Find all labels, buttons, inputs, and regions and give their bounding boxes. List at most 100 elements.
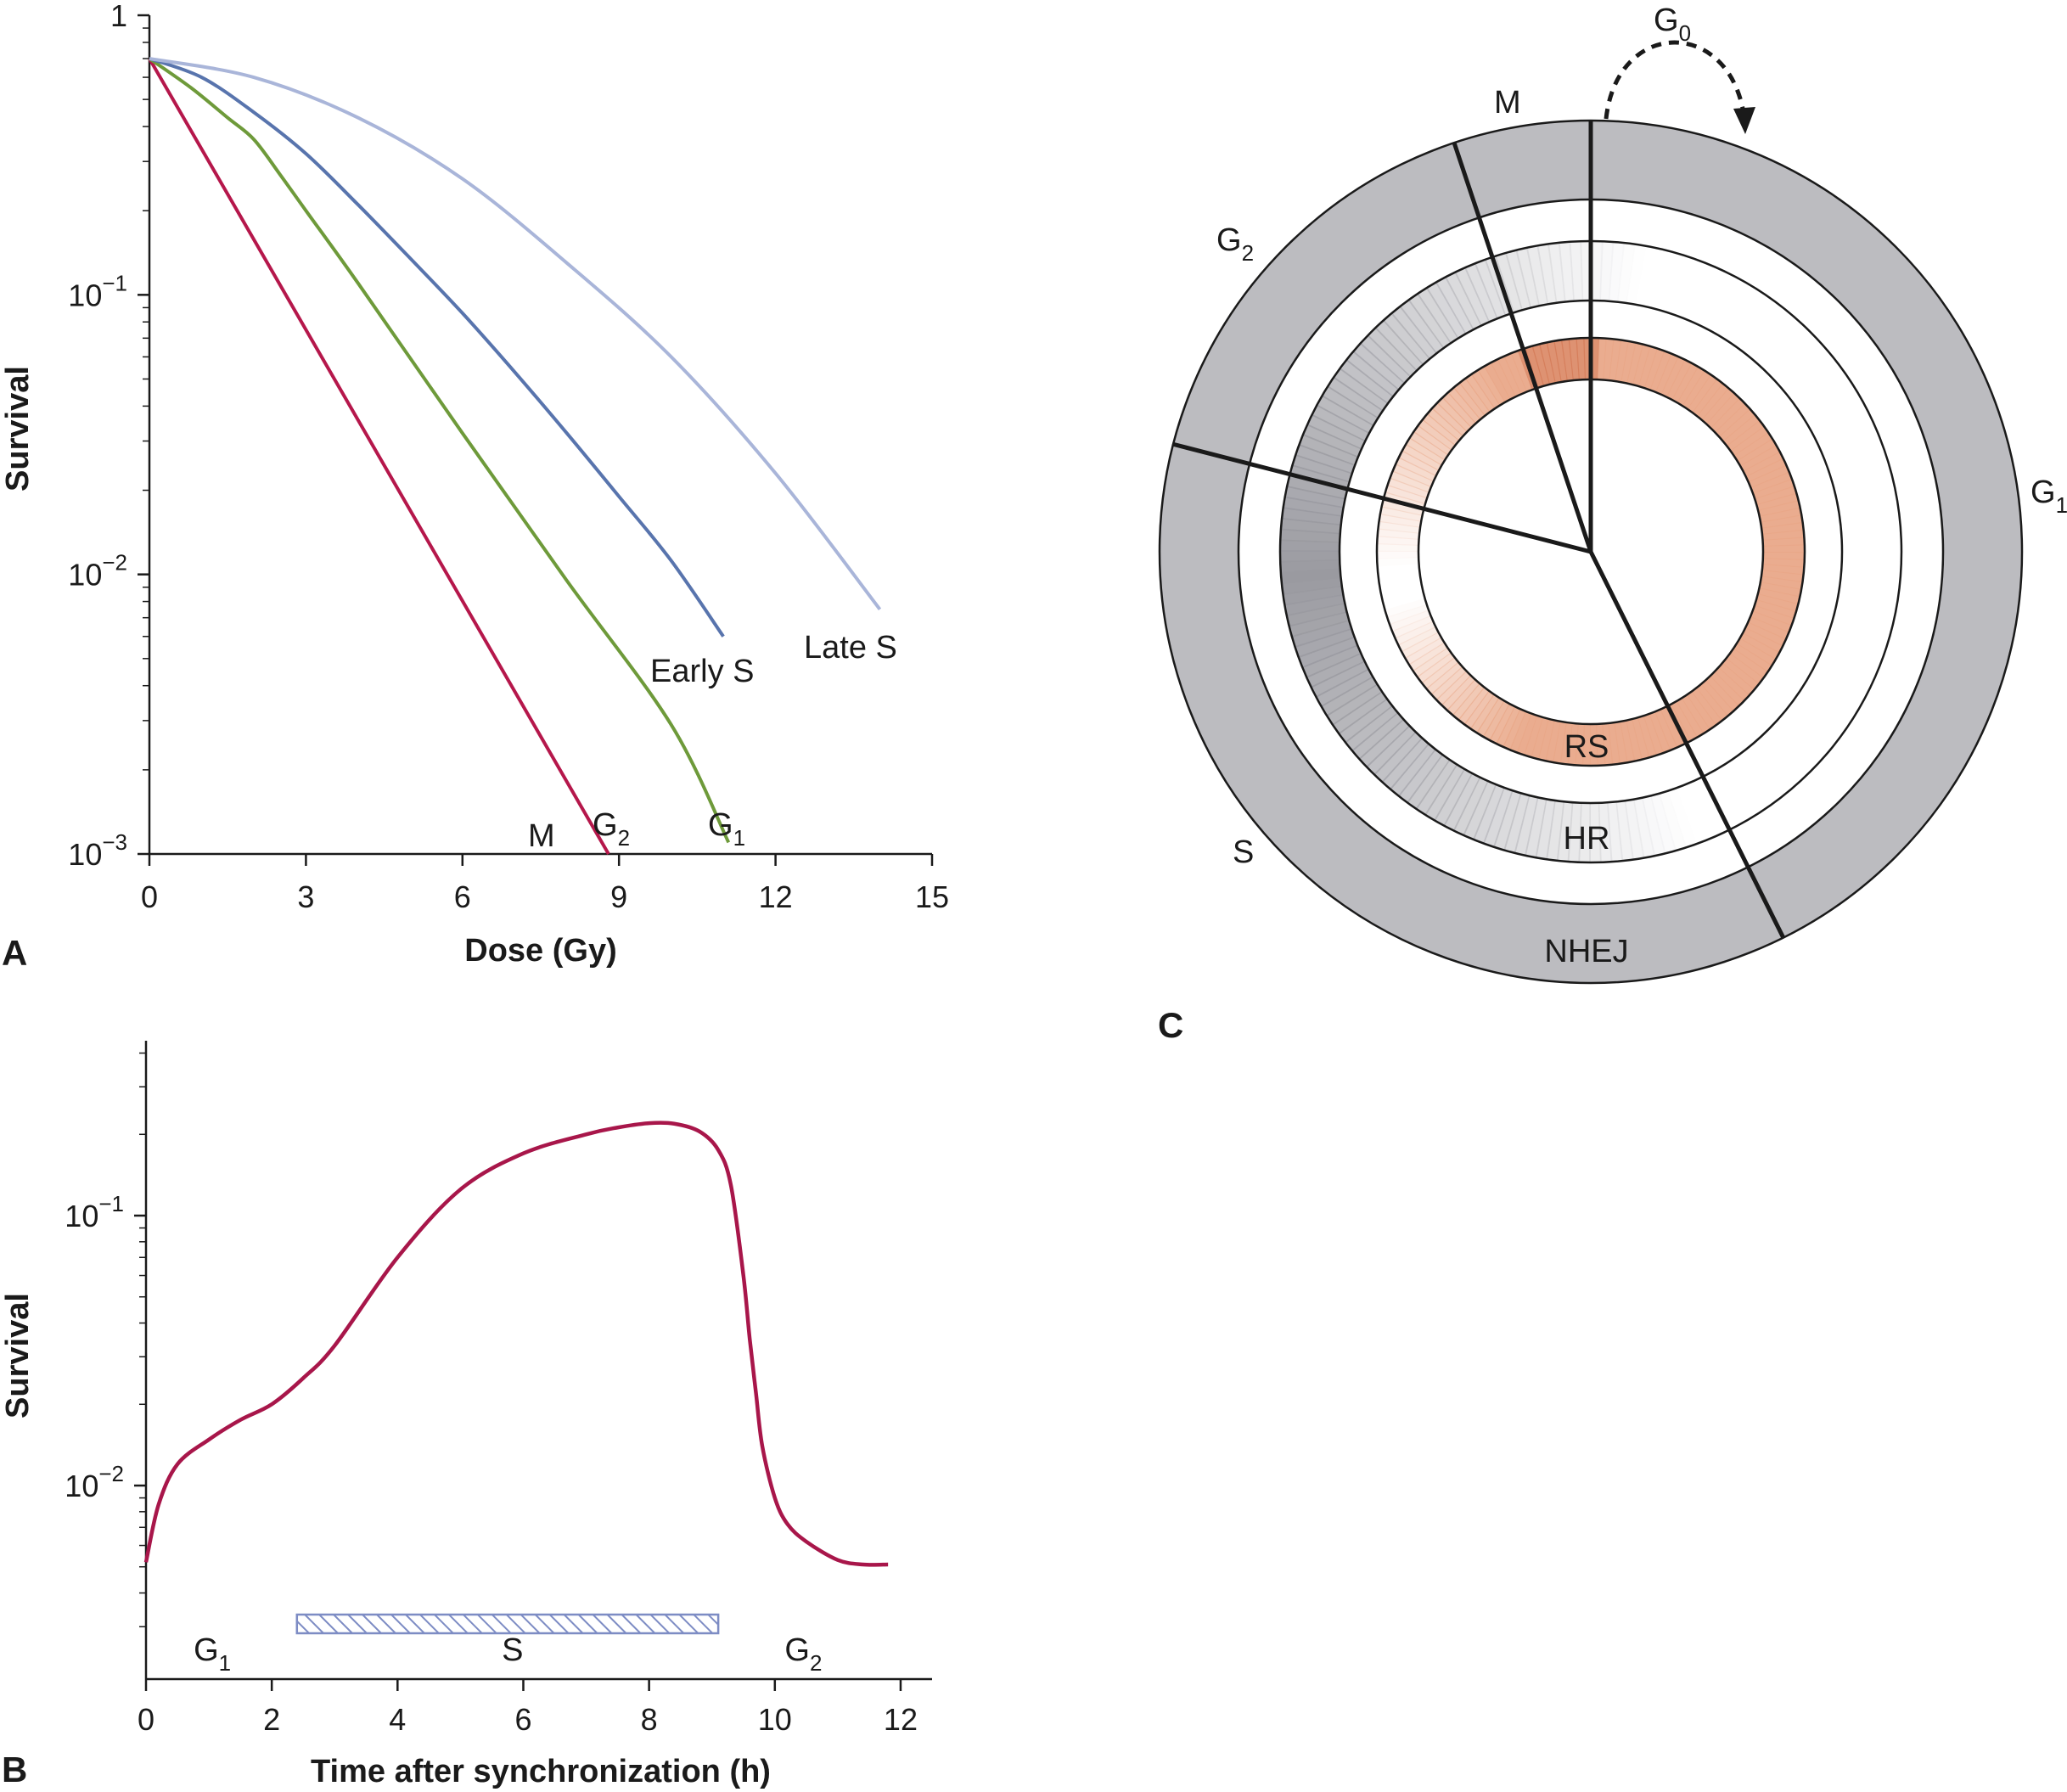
ring-segment: [1418, 419, 1456, 451]
ring-segment: [1545, 720, 1561, 763]
ring-segment: [1705, 392, 1741, 429]
ring-segment: [1531, 716, 1549, 760]
y-axis-label-b: Survival: [0, 1293, 36, 1418]
ring-segment: [1386, 604, 1429, 626]
ring-segment: [1405, 437, 1446, 466]
ring-segment: [1397, 626, 1439, 653]
curve-label-g1: G1: [708, 807, 745, 851]
ring-segment: [1493, 790, 1522, 851]
x-tick-label-b: 12: [884, 1702, 918, 1737]
ring-segment: [1497, 356, 1522, 397]
ring-segment: [1620, 340, 1637, 384]
ring-segment: [1436, 396, 1472, 432]
ring-segment: [1598, 802, 1613, 862]
phase-label-s: S: [1233, 834, 1254, 870]
ring-segment: [1374, 319, 1424, 372]
ring-segment: [1358, 718, 1411, 768]
ring-label-nhej: NHEJ: [1544, 934, 1628, 969]
ring-segment: [1434, 768, 1474, 827]
ring-segment: [1752, 604, 1795, 626]
ring-segment: [1385, 484, 1428, 505]
ring-segment: [1390, 306, 1437, 360]
ring-segment: [1756, 492, 1799, 511]
ring-segment: [1283, 585, 1344, 606]
panel-c: G0 M G2 G1 S NHEJ HR RS C: [1158, 3, 2067, 1045]
ring-segment: [1705, 676, 1740, 712]
x-tick-label-a: 15: [915, 879, 949, 914]
ring-segment: [1284, 593, 1345, 617]
ring-segment: [1607, 801, 1624, 862]
ring-segment: [1474, 259, 1507, 319]
ring-segment: [1760, 576, 1803, 591]
curve-label-late-s: Late S: [804, 630, 897, 666]
ring-segment: [1332, 691, 1388, 735]
ring-segment: [1722, 414, 1761, 447]
ring-segment: [1718, 408, 1755, 442]
y-tick-label-b: 10−2: [65, 1461, 124, 1503]
ring-segment: [1322, 385, 1379, 426]
ring-segment: [1665, 359, 1693, 401]
rs-ring: [1377, 338, 1805, 767]
ring-segment: [1567, 722, 1579, 766]
ring-segment: [1733, 432, 1773, 462]
phase-label-g0: G0: [1654, 3, 1691, 46]
ring-segment: [1407, 293, 1452, 349]
ring-segment: [1715, 402, 1751, 437]
ring-segment: [1435, 276, 1474, 334]
ring-segment: [1757, 500, 1800, 517]
ring-segment: [1677, 366, 1705, 407]
ring-segment: [1535, 799, 1556, 860]
ring-segment: [1377, 528, 1420, 540]
ring-segment: [1762, 544, 1805, 553]
ring-segment: [1473, 784, 1505, 844]
ring-segment: [1718, 662, 1755, 696]
hr-ring: [1280, 240, 1677, 862]
ring-segment: [1692, 379, 1724, 417]
ring-segment: [1417, 652, 1456, 684]
ring-segment: [1426, 661, 1463, 695]
panel-label-a: A: [2, 933, 27, 973]
ring-segment: [1373, 731, 1423, 783]
ring-segment: [1345, 705, 1399, 752]
ring-segment: [1280, 559, 1340, 574]
ring-segment: [1338, 698, 1393, 744]
ring-segment: [1691, 687, 1723, 726]
ring-segment: [1537, 718, 1555, 761]
x-tick-label-a: 6: [454, 879, 471, 914]
ring-segment: [1471, 369, 1501, 409]
ring-segment: [1632, 717, 1650, 760]
ring-segment: [1454, 267, 1491, 326]
ring-segment: [1525, 345, 1545, 388]
ring-segment: [1377, 536, 1419, 546]
x-ticks-a: 0 3 6 9 12 15: [141, 854, 949, 914]
ring-segment: [1431, 402, 1468, 437]
ring-segment: [1558, 241, 1575, 302]
ring-segment: [1484, 362, 1511, 403]
ring-segment: [1736, 638, 1777, 666]
ring-segment: [1642, 795, 1666, 857]
ring-segment: [1282, 507, 1343, 526]
ring-segment: [1682, 370, 1712, 410]
x-tick-label-b: 0: [138, 1702, 154, 1737]
ring-segment: [1603, 338, 1615, 381]
ring-segment: [1696, 383, 1729, 421]
ring-segment: [1367, 327, 1418, 378]
ring-segment: [1453, 382, 1486, 420]
ring-segment: [1591, 241, 1604, 301]
phase-labels-b: G1 S G2: [194, 1632, 822, 1676]
panel-label-b: B: [2, 1750, 27, 1789]
ring-segment: [1409, 430, 1449, 461]
s-phase-hatched-bar: [295, 1613, 720, 1635]
ring-segment: [1333, 368, 1389, 412]
ring-segment: [1351, 712, 1405, 760]
ring-segment: [1671, 362, 1699, 403]
ring-segment: [1377, 542, 1419, 552]
ring-segment: [1569, 241, 1584, 301]
y-tick-label-b: 10−1: [65, 1191, 124, 1233]
ring-segment: [1311, 660, 1369, 698]
ring-segment: [1321, 676, 1378, 716]
ring-segment: [1415, 759, 1458, 816]
ring-segment: [1301, 644, 1362, 678]
ring-segment: [1615, 801, 1634, 862]
ring-segment: [1624, 799, 1645, 860]
